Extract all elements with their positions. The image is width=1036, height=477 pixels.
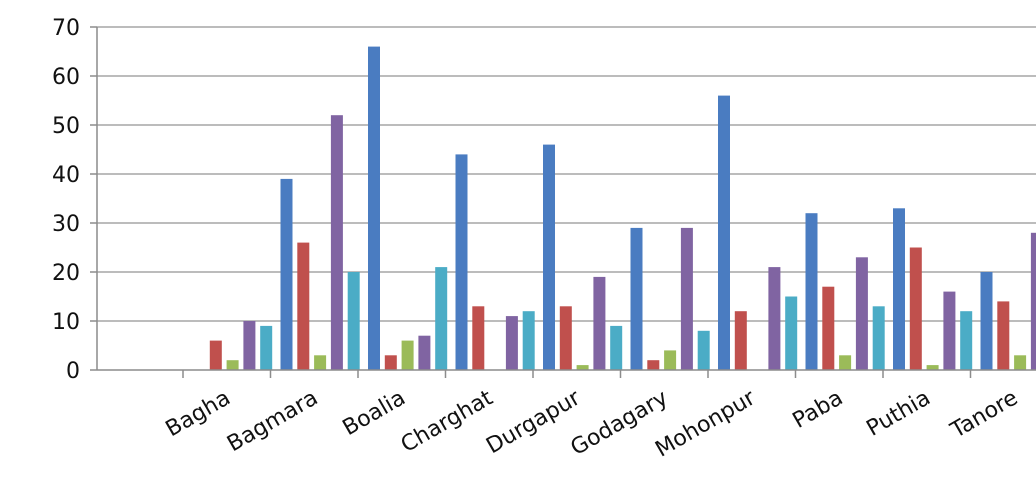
bar xyxy=(384,355,397,370)
bar xyxy=(522,311,535,370)
bar xyxy=(455,154,468,370)
bar xyxy=(664,350,677,370)
bar xyxy=(347,272,360,370)
bar xyxy=(680,227,693,370)
x-tick-label: Durgapur xyxy=(482,385,585,459)
bar xyxy=(926,365,939,370)
bar xyxy=(226,360,239,370)
bar xyxy=(260,325,273,370)
bar xyxy=(855,257,868,370)
axes xyxy=(96,27,1036,378)
bar xyxy=(593,276,606,370)
x-tick-label: Mohonpur xyxy=(651,385,760,462)
y-tick-label: 10 xyxy=(52,310,80,335)
bar xyxy=(805,213,818,370)
bar xyxy=(980,272,993,370)
bar xyxy=(209,340,222,370)
bar xyxy=(330,115,343,370)
bar xyxy=(697,330,710,370)
gridlines xyxy=(97,26,1036,322)
bar xyxy=(647,360,660,370)
x-tick-label: Charghat xyxy=(397,385,498,458)
y-tick-label: 70 xyxy=(52,16,80,41)
bar xyxy=(368,46,380,370)
y-tick-label: 40 xyxy=(52,163,80,188)
bar xyxy=(243,321,256,370)
bar xyxy=(1030,232,1036,370)
bar xyxy=(401,340,414,370)
bar xyxy=(822,286,835,370)
bar xyxy=(997,301,1010,370)
y-tick-label: 60 xyxy=(52,65,80,90)
bar xyxy=(576,365,589,370)
bar xyxy=(872,306,885,370)
bar xyxy=(435,267,448,370)
bar xyxy=(280,178,293,370)
bar xyxy=(543,144,555,370)
bar xyxy=(909,247,922,370)
x-tick-label: Bagmara xyxy=(223,386,322,458)
bars xyxy=(209,46,1036,370)
bar xyxy=(505,316,518,370)
bar xyxy=(418,335,431,370)
bar xyxy=(943,291,956,370)
y-axis-ticks: 0 10 20 30 40 50 60 70 xyxy=(52,16,97,384)
bar xyxy=(734,311,747,370)
bar xyxy=(768,267,781,370)
bar xyxy=(610,325,623,370)
x-tick-label: Bagha xyxy=(162,386,235,443)
x-tick-label: Puthia xyxy=(862,386,934,442)
bar xyxy=(559,306,572,370)
bar xyxy=(839,355,852,370)
bar xyxy=(630,227,643,370)
bar xyxy=(785,296,798,370)
y-tick-label: 0 xyxy=(66,359,80,384)
y-tick-label: 30 xyxy=(52,212,80,237)
bar xyxy=(472,306,485,370)
bar xyxy=(893,208,905,370)
y-tick-label: 50 xyxy=(52,114,80,139)
x-tick-label: Boalia xyxy=(339,386,410,442)
bar xyxy=(297,242,310,370)
bar xyxy=(314,355,327,370)
x-tick-label: Paba xyxy=(789,386,848,434)
y-tick-label: 20 xyxy=(52,261,80,286)
x-tick-label: Tanore xyxy=(946,386,1022,445)
bar xyxy=(960,311,973,370)
bar xyxy=(718,95,730,370)
bar xyxy=(1014,355,1027,370)
